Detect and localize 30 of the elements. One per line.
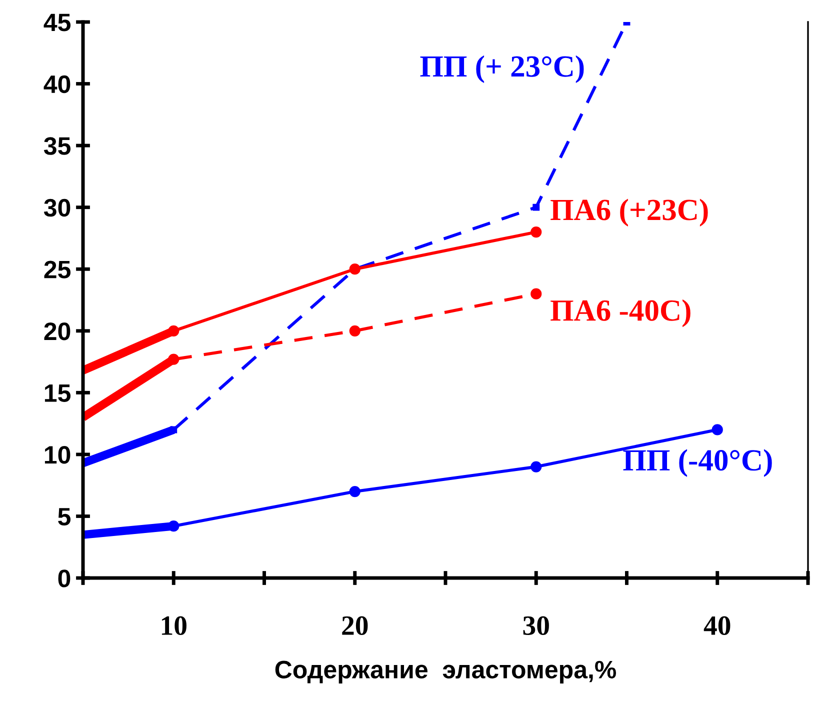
point — [349, 486, 360, 498]
x-tick-label: 40 — [704, 616, 730, 636]
y-tick-label: 35 — [44, 137, 70, 155]
y-tick-label: 45 — [44, 14, 70, 32]
y-tick-label: 20 — [44, 322, 70, 340]
point — [168, 354, 180, 365]
series-label: ПП (+ 23°С) — [420, 55, 584, 84]
point — [530, 226, 542, 238]
series-label: ПА6 -40С) — [550, 299, 690, 328]
y-tick-label: 15 — [44, 384, 70, 402]
y-tick-label: 10 — [44, 446, 70, 464]
point — [530, 288, 542, 300]
series-label: ПП (-40°С) — [623, 449, 772, 477]
point — [168, 520, 180, 532]
point — [712, 424, 723, 436]
point — [530, 461, 542, 472]
series-label: ПА6 (+23С) — [550, 198, 708, 226]
y-tick-label: 25 — [44, 260, 70, 278]
y-tick-label: 30 — [44, 198, 70, 217]
x-tick-label: 10 — [162, 616, 186, 636]
point — [168, 325, 180, 336]
y-tick-label: 5 — [58, 508, 70, 526]
point — [532, 204, 540, 211]
x-tick-label: 30 — [523, 616, 549, 636]
y-tick-label: 0 — [58, 570, 70, 588]
y-tick-label: 40 — [44, 75, 70, 94]
point — [349, 325, 360, 336]
x-tick-label: 20 — [342, 616, 368, 636]
point — [170, 426, 178, 434]
x-axis-title: Содержание эластомера,% — [275, 660, 616, 684]
